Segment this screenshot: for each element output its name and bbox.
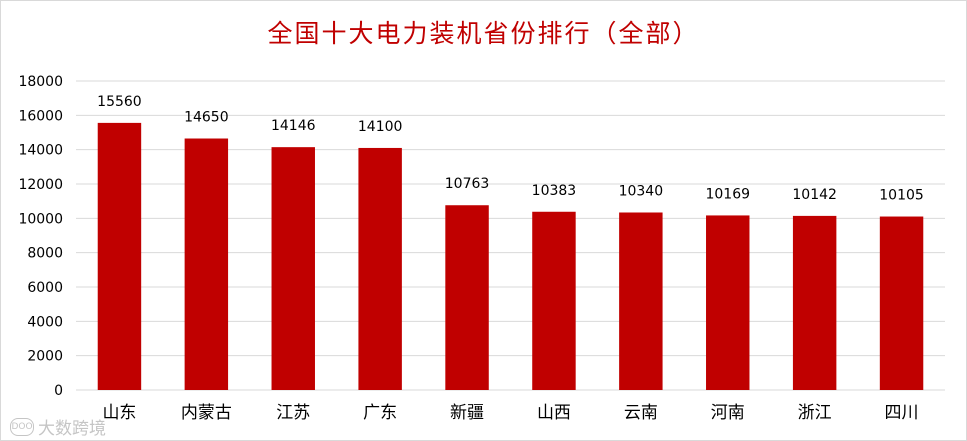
x-tick-label: 浙江 <box>798 403 832 423</box>
bar <box>271 147 315 390</box>
x-tick-label: 山东 <box>102 403 136 423</box>
y-tick-label: 0 <box>54 383 63 399</box>
bar <box>184 138 229 390</box>
x-tick-label: 山西 <box>537 403 571 423</box>
watermark-text: 大数跨境 <box>38 419 106 439</box>
y-tick-label: 18000 <box>18 74 63 90</box>
y-tick-label: 6000 <box>27 280 63 296</box>
data-label: 14650 <box>184 110 229 126</box>
data-label: 10383 <box>532 183 577 199</box>
data-label: 14100 <box>358 119 403 135</box>
x-tick-label: 云南 <box>624 403 658 423</box>
x-tick-label: 内蒙古 <box>181 403 232 423</box>
x-tick-label: 广东 <box>363 403 397 423</box>
x-tick-label: 江苏 <box>276 403 310 423</box>
y-tick-label: 12000 <box>18 177 63 193</box>
data-label: 10340 <box>619 183 664 199</box>
bar <box>445 205 489 390</box>
watermark: DOO 大数跨境 <box>10 414 106 439</box>
bar <box>879 216 924 390</box>
bar <box>792 215 837 390</box>
data-label: 10105 <box>879 188 924 204</box>
y-tick-label: 14000 <box>18 143 63 159</box>
data-label: 14146 <box>271 118 316 134</box>
bar <box>706 215 750 390</box>
x-tick-label: 四川 <box>885 403 919 423</box>
data-label: 10169 <box>705 186 750 202</box>
y-tick-label: 4000 <box>27 314 63 330</box>
data-label: 15560 <box>97 94 142 110</box>
watermark-logo-icon: DOO <box>10 417 34 436</box>
chart-title: 全国十大电力装机省份排行（全部） <box>267 19 700 48</box>
x-tick-label: 河南 <box>711 403 745 423</box>
data-label: 10142 <box>792 187 837 203</box>
y-tick-label: 16000 <box>18 108 63 124</box>
y-tick-label: 8000 <box>27 246 63 262</box>
data-label: 10763 <box>445 176 490 192</box>
x-tick-label: 新疆 <box>450 403 484 423</box>
bar <box>532 211 576 390</box>
bar <box>97 122 142 391</box>
bar <box>619 212 663 390</box>
bar <box>358 147 402 390</box>
y-tick-label: 10000 <box>18 211 63 227</box>
y-tick-label: 2000 <box>27 349 63 365</box>
